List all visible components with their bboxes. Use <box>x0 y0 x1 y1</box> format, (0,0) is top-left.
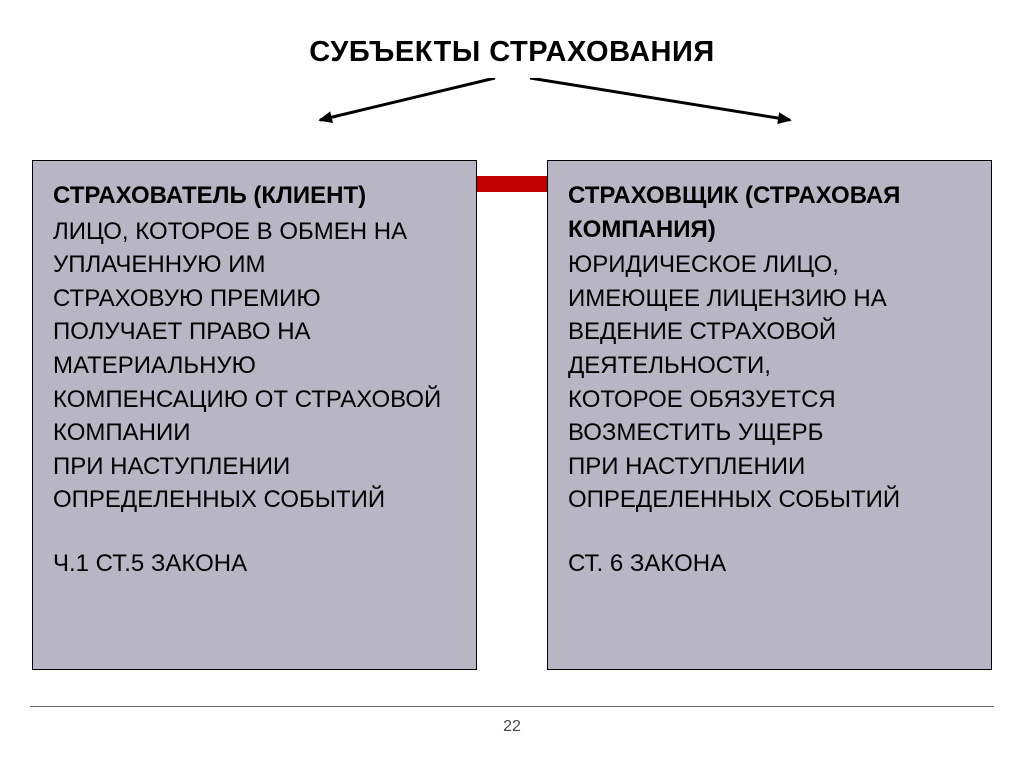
box-insurer-body: ЮРИДИЧЕСКОЕ ЛИЦО, ИМЕЮЩЕЕ ЛИЦЕНЗИЮ НА ВЕ… <box>568 248 971 517</box>
page-number: 22 <box>0 718 1024 736</box>
footer-rule <box>30 706 994 707</box>
box-insured: СТРАХОВАТЕЛЬ (КЛИЕНТ) ЛИЦО, КОТОРОЕ В ОБ… <box>32 160 477 670</box>
arrow-left <box>320 78 495 120</box>
arrow-right <box>530 78 790 120</box>
slide-title: СУБЪЕКТЫ СТРАХОВАНИЯ <box>0 36 1024 69</box>
connector-bar <box>466 176 560 192</box>
box-insurer-ref: СТ. 6 ЗАКОНА <box>568 547 971 581</box>
box-insured-ref: Ч.1 СТ.5 ЗАКОНА <box>53 547 456 581</box>
box-insurer: СТРАХОВЩИК (СТРАХОВАЯ КОМПАНИЯ) ЮРИДИЧЕС… <box>547 160 992 670</box>
box-insured-heading: СТРАХОВАТЕЛЬ (КЛИЕНТ) <box>53 179 456 213</box>
branch-arrows <box>0 78 1024 138</box>
box-insurer-heading: СТРАХОВЩИК (СТРАХОВАЯ КОМПАНИЯ) <box>568 179 971 246</box>
box-insured-body: ЛИЦО, КОТОРОЕ В ОБМЕН НА УПЛАЧЕННУЮ ИМ С… <box>53 215 456 517</box>
